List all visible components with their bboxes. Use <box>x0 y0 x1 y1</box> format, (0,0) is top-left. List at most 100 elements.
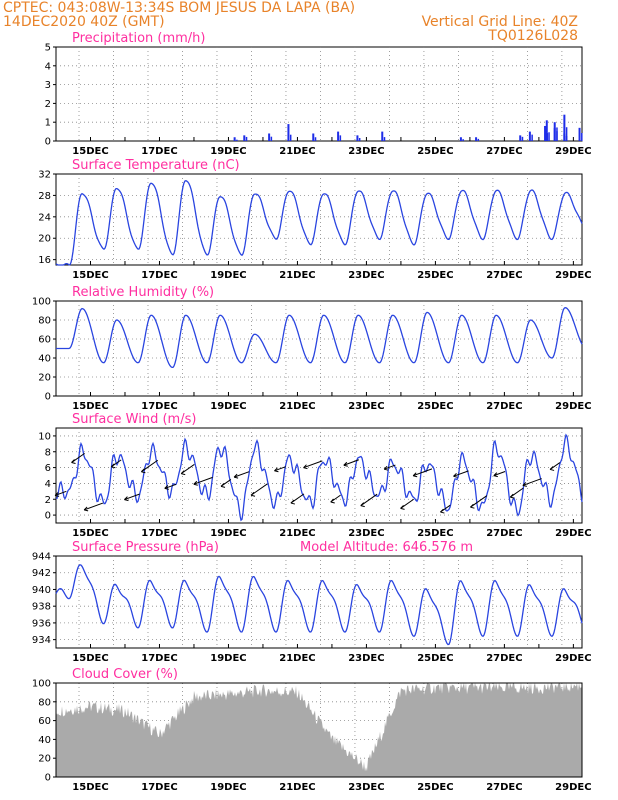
panel-title: Surface Pressure (hPa) <box>72 540 219 555</box>
panel-pressure: 934 936 938 940 942 944 15DEC 17DEC 19DEC 21DEC 23… <box>32 540 592 664</box>
x-tick-label: 19DEC <box>210 401 246 412</box>
precip-bar <box>287 124 290 141</box>
precip-bar <box>358 138 361 141</box>
panel-title: Cloud Cover (%) <box>72 667 178 682</box>
y-tick-label: 10 <box>38 431 51 442</box>
series-line <box>55 433 583 522</box>
precip-bar <box>289 134 292 141</box>
precip-bar <box>563 114 566 141</box>
wind-arrow <box>193 476 213 485</box>
y-tick-label: 100 <box>32 679 51 690</box>
y-tick-label: 60 <box>38 335 51 346</box>
precip-bar <box>462 139 464 141</box>
wind-arrow <box>54 490 67 496</box>
x-tick-label: 29DEC <box>555 146 591 157</box>
x-tick-label: 19DEC <box>210 146 246 157</box>
precip-bar <box>356 135 359 141</box>
panel-frame <box>55 46 583 142</box>
y-tick-label: 100 <box>32 297 51 308</box>
y-tick-label: 4 <box>45 479 51 490</box>
wind-arrow-head <box>493 472 498 478</box>
series-line <box>55 564 583 646</box>
x-tick-label: 17DEC <box>141 146 177 157</box>
model-altitude: Model Altitude: 646.576 m <box>300 540 473 555</box>
y-tick-label: 942 <box>32 568 51 579</box>
y-tick-label: 32 <box>38 170 51 181</box>
wind-arrow <box>412 468 433 477</box>
panel-wind: 0 2 4 6 8 10 15DEC 17DEC 19DEC 21DEC 23DEC 25DEC 27D… <box>38 412 591 539</box>
panel-title: Relative Humidity (%) <box>72 285 214 300</box>
panel-humidity: 0 20 40 60 80 100 15DEC 17DEC 19DEC 21DEC 23DEC 25D… <box>32 285 592 412</box>
x-tick-label: 21DEC <box>279 401 315 412</box>
x-tick-label: 23DEC <box>348 146 384 157</box>
precip-bar <box>459 137 462 141</box>
precip-bar <box>477 138 480 141</box>
panel-frame <box>55 173 583 266</box>
precip-bar <box>546 133 549 141</box>
x-tick-label: 29DEC <box>555 528 591 539</box>
x-tick-label: 27DEC <box>486 146 522 157</box>
y-tick-label: 60 <box>38 716 51 727</box>
precip-bar <box>475 137 478 141</box>
x-tick-label: 21DEC <box>279 528 315 539</box>
x-tick-label: 21DEC <box>279 270 315 281</box>
precip-bar <box>312 133 315 141</box>
y-tick-label: 0 <box>45 773 51 784</box>
precip-bar <box>548 132 550 141</box>
x-tick-label: 21DEC <box>279 782 315 793</box>
precip-bar <box>337 131 340 141</box>
wind-arrow-head <box>440 508 445 514</box>
wind-arrow-head <box>164 485 169 490</box>
x-tick-label: 17DEC <box>141 270 177 281</box>
precip-bar <box>268 133 271 141</box>
y-tick-label: 0 <box>45 392 51 403</box>
x-tick-label: 15DEC <box>72 270 108 281</box>
wind-arrow-head <box>141 468 146 474</box>
wind-arrow <box>360 493 378 507</box>
precip-bar <box>381 131 384 141</box>
x-tick-label: 15DEC <box>72 653 108 664</box>
x-tick-label: 21DEC <box>279 653 315 664</box>
wind-arrow-head <box>470 503 475 509</box>
panel-cloud: 0 20 40 60 80 100 15DEC 17DEC 19DEC 21DEC 23DEC 25D… <box>32 667 592 793</box>
x-tick-label: 19DEC <box>210 270 246 281</box>
wind-arrow-head <box>83 506 89 512</box>
precip-bar <box>314 137 317 141</box>
panel-title: Precipitation (mm/h) <box>72 31 205 46</box>
wind-arrow-head <box>303 464 308 470</box>
vertical-grid-note: Vertical Grid Line: 40Z <box>421 14 578 30</box>
y-tick-label: 20 <box>38 234 51 245</box>
panel-frame <box>55 427 583 524</box>
wind-arrow-head <box>453 472 458 478</box>
x-tick-label: 19DEC <box>210 653 246 664</box>
x-tick-label: 25DEC <box>417 270 453 281</box>
wind-arrow <box>383 464 396 470</box>
precip-bar <box>556 127 558 141</box>
precip-bar <box>528 131 531 141</box>
wind-arrow <box>303 460 323 469</box>
precip-bar <box>553 122 556 141</box>
x-tick-label: 27DEC <box>486 528 522 539</box>
y-tick-label: 944 <box>32 552 51 563</box>
wind-arrow-head <box>343 461 348 467</box>
wind-arrow-head <box>412 472 418 478</box>
precip-bar <box>581 133 583 141</box>
x-tick-label: 15DEC <box>72 782 108 793</box>
x-tick-label: 23DEC <box>348 782 384 793</box>
x-tick-label: 15DEC <box>72 401 108 412</box>
wind-arrow-head <box>383 465 389 471</box>
x-tick-label: 23DEC <box>348 528 384 539</box>
wind-arrow <box>493 471 506 477</box>
y-tick-label: 0 <box>45 511 51 522</box>
wind-arrow-head <box>71 459 76 465</box>
x-tick-label: 27DEC <box>486 401 522 412</box>
wind-arrow-head <box>522 482 527 487</box>
y-tick-label: 938 <box>32 602 51 613</box>
x-tick-label: 19DEC <box>210 528 246 539</box>
x-tick-label: 25DEC <box>417 401 453 412</box>
model-id: TQ0126L028 <box>488 28 578 44</box>
precip-bar <box>339 135 342 141</box>
y-tick-label: 2 <box>45 99 51 110</box>
wind-arrow-head <box>54 492 60 497</box>
wind-arrow <box>124 493 140 501</box>
